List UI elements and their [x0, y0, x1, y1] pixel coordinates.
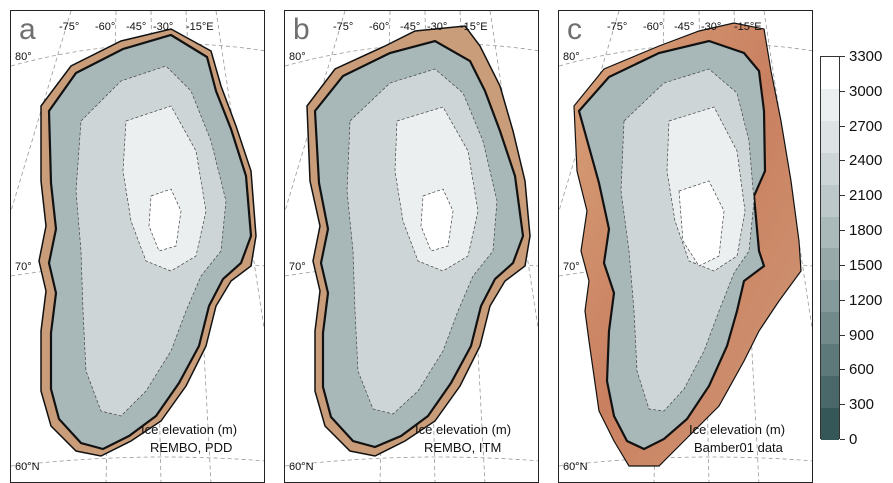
lat-label: 60°N: [289, 461, 314, 473]
panel-letter: a: [19, 13, 36, 46]
map-panel-c: c -75° -60° -45° -30° -15°E 80° 70° 60°N…: [558, 10, 813, 483]
lon-label: -15°E: [186, 21, 214, 33]
colorbar-tick-label: 300: [849, 396, 875, 414]
lat-label: 70°: [15, 261, 32, 273]
colorbar-tick-label: 2100: [849, 187, 883, 205]
lon-label: -75°: [607, 21, 628, 33]
lon-label: -60°: [95, 21, 116, 33]
lat-label: 80°: [563, 51, 580, 63]
panel-letter: b: [293, 13, 310, 46]
lon-label: -30°: [427, 21, 448, 33]
colorbar-tick-mark: [840, 230, 845, 232]
lat-label: 60°N: [15, 461, 40, 473]
colorbar-segment: [821, 248, 839, 281]
lat-label: 60°N: [563, 461, 588, 473]
lon-label: -15°E: [734, 21, 762, 33]
lon-label: -30°: [701, 21, 722, 33]
greenland-map-a: [11, 11, 264, 482]
caption-source: REMBO, PDD: [150, 440, 233, 455]
colorbar-tick-label: 3300: [849, 48, 883, 65]
ice-summit: [148, 188, 182, 252]
caption-source: Bamber01 data: [694, 440, 783, 455]
colorbar-tick-label: 600: [849, 361, 875, 379]
colorbar-tick-label: 3000: [849, 82, 883, 100]
colorbar-tick-mark: [840, 334, 845, 336]
lat-label: 80°: [15, 51, 32, 63]
colorbar-tick-label: 0: [849, 431, 858, 448]
lon-label: -60°: [369, 21, 390, 33]
lat-label: 80°: [289, 51, 306, 63]
lon-label: -30°: [153, 21, 174, 33]
colorbar-segment: [821, 407, 839, 440]
colorbar-tick-mark: [840, 264, 845, 266]
colorbar-tick-label: 1800: [849, 222, 883, 240]
ice-contour-high: [122, 105, 207, 272]
colorbar-segment: [821, 152, 839, 185]
colorbar-tick-mark: [840, 125, 845, 127]
map-panel-a: a -75° -60° -45° -30° -15°E 80° 70° 60°N…: [10, 10, 265, 483]
colorbar-segment: [821, 216, 839, 249]
greenland-map-b: [285, 11, 538, 482]
colorbar-tick-label: 1200: [849, 291, 883, 309]
colorbar-segment: [821, 57, 839, 89]
colorbar-segment: [821, 312, 839, 345]
colorbar-tick-mark: [840, 439, 845, 440]
lon-label: -45°: [400, 21, 421, 33]
elevation-colorbar: [820, 56, 840, 440]
colorbar-tick-mark: [840, 404, 845, 406]
colorbar-tick-mark: [840, 160, 845, 162]
lon-label: -15°E: [460, 21, 488, 33]
greenland-map-c: [559, 11, 812, 482]
caption-title: Ice elevation (m): [415, 422, 512, 437]
panel-letter: c: [567, 13, 582, 46]
colorbar-segment: [821, 280, 839, 313]
lat-label: 70°: [563, 261, 580, 273]
map-panel-b: b -75° -60° -45° -30° -15°E 80° 70° 60°N…: [284, 10, 539, 483]
lat-label: 70°: [289, 261, 306, 273]
colorbar-tick-label: 1500: [849, 256, 883, 274]
ice-contour-high: [394, 106, 479, 272]
lon-label: -45°: [126, 21, 147, 33]
colorbar-tick-mark: [840, 299, 845, 301]
caption-title: Ice elevation (m): [141, 422, 238, 437]
colorbar-tick-mark: [840, 56, 845, 57]
ice-summit: [678, 180, 725, 267]
colorbar-segment: [821, 376, 839, 408]
colorbar-segment: [821, 344, 839, 377]
lon-label: -75°: [333, 21, 354, 33]
colorbar-segment: [821, 120, 839, 153]
colorbar-tick-mark: [840, 90, 845, 92]
colorbar-tick-label: 2400: [849, 152, 883, 170]
colorbar-tick-mark: [840, 369, 845, 371]
colorbar-tick-mark: [840, 195, 845, 197]
lon-label: -45°: [674, 21, 695, 33]
colorbar-tick-label: 2700: [849, 117, 883, 135]
lon-label: -60°: [643, 21, 664, 33]
colorbar-segment: [821, 184, 839, 217]
caption-title: Ice elevation (m): [689, 422, 786, 437]
caption-source: REMBO, ITM: [424, 440, 502, 455]
lon-label: -75°: [59, 21, 80, 33]
colorbar-tick-label: 900: [849, 326, 875, 344]
ice-summit: [420, 188, 454, 252]
colorbar-segment: [821, 88, 839, 121]
